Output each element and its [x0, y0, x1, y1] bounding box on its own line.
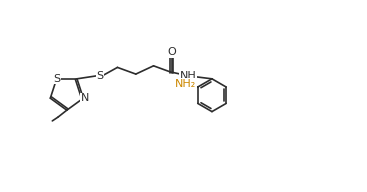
Text: NH₂: NH₂ [175, 79, 196, 89]
Text: NH: NH [180, 71, 197, 81]
Text: N: N [80, 93, 89, 103]
Text: O: O [167, 47, 176, 57]
Text: S: S [53, 74, 60, 84]
Text: S: S [96, 71, 103, 81]
